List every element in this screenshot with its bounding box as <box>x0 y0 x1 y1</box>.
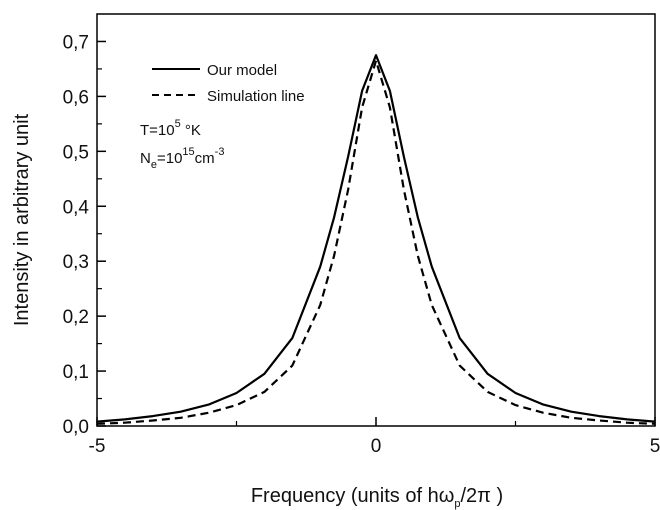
y-tick-label-3: 0,3 <box>63 252 89 273</box>
plot-frame <box>96 13 656 427</box>
y-tick-label-0: 0,0 <box>63 417 89 438</box>
annotation-density-exp: 15 <box>182 146 194 158</box>
annotation-temperature-unit: °K <box>181 122 201 139</box>
legend-label-our-model: Our model <box>207 62 277 79</box>
annotation-temperature-exp: 5 <box>175 118 181 130</box>
series-line-simulation-line <box>96 59 656 425</box>
x-axis-title-main: Frequency (units of h <box>251 485 439 507</box>
x-axis-title-omega: ω <box>439 485 455 507</box>
y-tick-label-1: 0,1 <box>63 362 89 383</box>
annotation-density-prefix: N <box>140 150 151 167</box>
annotation-density-unit: cm <box>195 150 215 167</box>
legend-label-simulation-line: Simulation line <box>207 88 305 105</box>
legend: Our model Simulation line <box>152 62 305 105</box>
y-axis-ticks: 0,0 0,1 0,2 0,3 0,4 0,5 0,6 0,7 <box>63 32 106 438</box>
annotation-density-mid: =10 <box>157 150 182 167</box>
x-tick-label-2: 5 <box>650 436 660 457</box>
annotation-density-unit-exp: -3 <box>215 146 225 158</box>
x-axis-title-sub: p <box>454 498 460 510</box>
x-axis-title-tail: /2π ) <box>460 485 503 507</box>
y-axis-title: Intensity in arbitrary unit <box>11 113 33 326</box>
y-tick-label-2: 0,2 <box>63 307 89 328</box>
annotation-temperature-prefix: T=10 <box>140 122 175 139</box>
y-tick-label-5: 0,5 <box>63 142 89 163</box>
y-tick-label-6: 0,6 <box>63 87 89 108</box>
series-line-our-model <box>96 54 656 423</box>
annotation-temperature: T=105 °K <box>140 118 201 139</box>
series-layer <box>96 54 656 425</box>
annotation-density-sub: e <box>151 159 157 171</box>
x-tick-label-0: -5 <box>89 436 106 457</box>
x-tick-label-1: 0 <box>371 436 382 457</box>
y-tick-label-7: 0,7 <box>63 32 89 53</box>
x-axis-title: Frequency (units of hωp/2π ) <box>251 485 503 510</box>
annotation-density: Ne=1015cm-3 <box>140 146 224 171</box>
y-tick-label-4: 0,4 <box>63 197 90 218</box>
x-axis-ticks: -5 0 5 <box>89 417 660 457</box>
